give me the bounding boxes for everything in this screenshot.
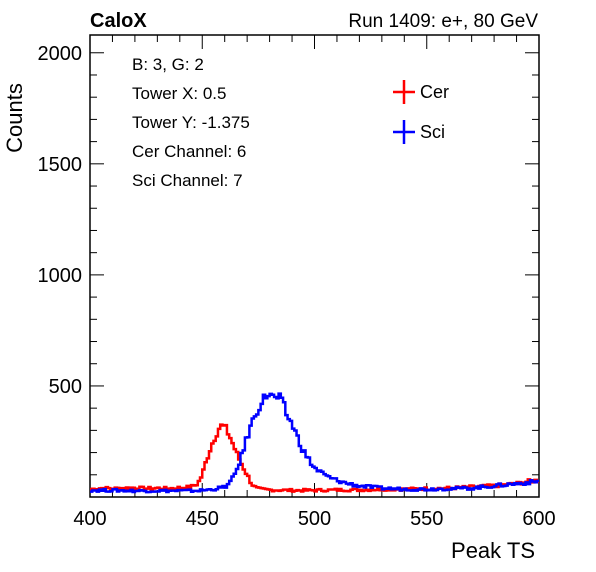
plot-frame <box>89 34 540 498</box>
info-line-tower-x: Tower X: 0.5 <box>132 84 227 103</box>
y-tick-label: 1000 <box>38 265 83 287</box>
x-tick-label: 550 <box>410 508 443 530</box>
legend-marker-sci <box>393 120 415 144</box>
chart-title-left: CaloX <box>90 10 147 32</box>
info-box: B: 3, G: 2 Tower X: 0.5 Tower Y: -1.375 … <box>132 55 250 190</box>
info-line-tower-y: Tower Y: -1.375 <box>132 113 250 132</box>
info-line-board: B: 3, G: 2 <box>132 55 204 74</box>
y-axis-label: Counts <box>2 83 27 153</box>
x-tick-label: 500 <box>298 508 331 530</box>
y-axis-ticks: 500 1000 1500 2000 <box>38 43 539 498</box>
x-tick-label: 400 <box>73 508 106 530</box>
x-tick-label: 450 <box>186 508 219 530</box>
x-axis-label: Peak TS <box>451 538 535 563</box>
series-layer <box>90 392 539 494</box>
info-line-sci-channel: Sci Channel: 7 <box>132 171 243 190</box>
series-line-cer <box>90 423 539 493</box>
legend: Cer Sci <box>393 80 449 144</box>
legend-label-sci: Sci <box>420 122 445 142</box>
series-line-sci <box>90 392 539 494</box>
info-line-cer-channel: Cer Channel: 6 <box>132 142 246 161</box>
x-axis-ticks: 400 450 500 550 600 <box>73 35 556 530</box>
y-tick-label: 2000 <box>38 43 83 65</box>
x-tick-label: 600 <box>522 508 555 530</box>
legend-label-cer: Cer <box>420 82 449 102</box>
legend-marker-cer <box>393 80 415 104</box>
chart-title-right: Run 1409: e+, 80 GeV <box>348 11 538 32</box>
y-tick-label: 500 <box>49 376 82 398</box>
y-tick-label: 1500 <box>38 154 83 176</box>
